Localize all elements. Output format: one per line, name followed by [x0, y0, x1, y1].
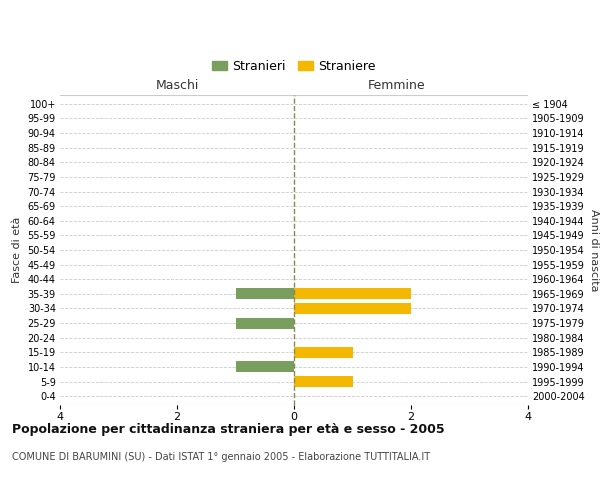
Legend: Stranieri, Straniere: Stranieri, Straniere: [207, 54, 381, 78]
Bar: [235, 288, 294, 300]
Text: COMUNE DI BARUMINI (SU) - Dati ISTAT 1° gennaio 2005 - Elaborazione TUTTITALIA.I: COMUNE DI BARUMINI (SU) - Dati ISTAT 1° …: [12, 452, 430, 462]
Bar: [294, 347, 353, 358]
Bar: [235, 362, 294, 372]
Text: Maschi: Maschi: [155, 80, 199, 92]
Bar: [294, 376, 353, 387]
Y-axis label: Fasce di età: Fasce di età: [12, 217, 22, 283]
Text: Popolazione per cittadinanza straniera per età e sesso - 2005: Popolazione per cittadinanza straniera p…: [12, 422, 445, 436]
Bar: [294, 288, 411, 300]
Y-axis label: Anni di nascita: Anni di nascita: [589, 209, 599, 291]
Text: Femmine: Femmine: [368, 80, 426, 92]
Bar: [235, 318, 294, 328]
Bar: [294, 303, 411, 314]
